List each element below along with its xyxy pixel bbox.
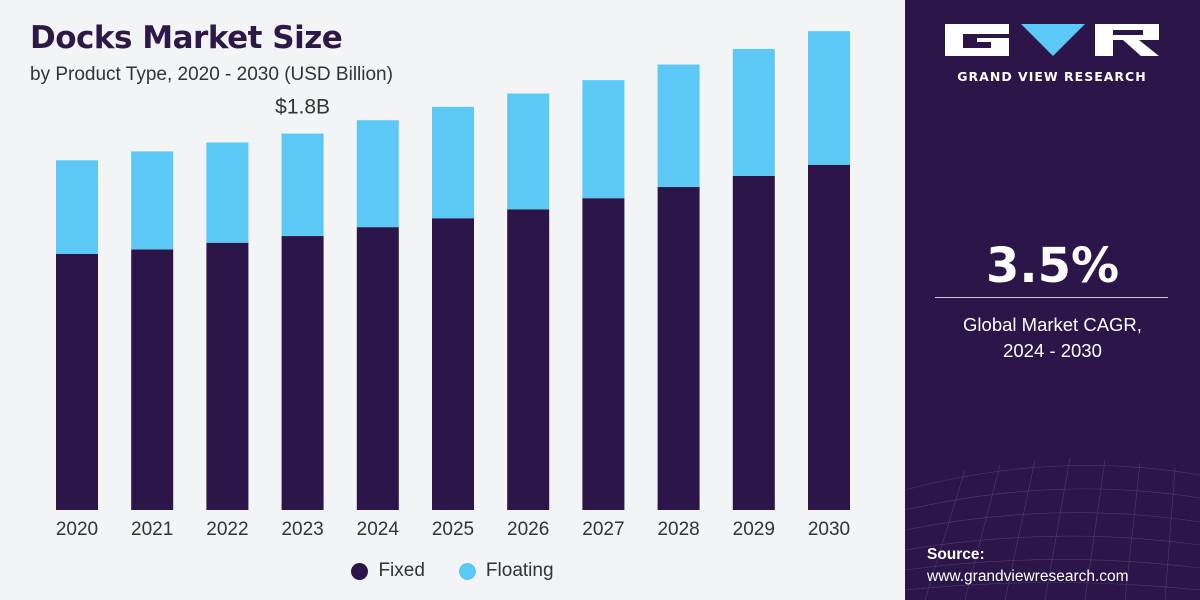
x-tick-label-2021: 2021 [131,519,173,540]
legend-item-fixed: Fixed [351,560,425,582]
bar-fixed-2021 [131,249,174,510]
x-tick-label-2027: 2027 [582,519,624,540]
bar-fixed-2020 [56,253,98,510]
x-tick-label-2030: 2030 [808,519,850,540]
bar-floating-2027 [582,80,625,199]
legend-item-floating: Floating [458,560,554,582]
bar-fixed-2026 [507,209,550,510]
chart-panel: Docks Market Size by Product Type, 2020 … [0,20,905,582]
bar-fixed-2030 [808,164,850,511]
bar-floating-2020 [56,160,98,254]
legend-label-floating: Floating [485,560,554,581]
x-tick-label-2026: 2026 [507,519,549,540]
legend-swatch-fixed [351,562,369,580]
stacked-bar-chart: 2020 2021 2022 2023 $1.8B 2024 2025 2026 2027 202… [56,31,850,540]
cagr-label-line2: 2024 - 2030 [1003,340,1102,361]
cagr-value: 3.5% [985,238,1120,294]
x-tick-label-2025: 2025 [432,519,474,540]
x-tick-label-2029: 2029 [733,519,775,540]
source-note: Source: www.grandviewresearch.com [927,544,1129,588]
bar-fixed-2028 [657,187,700,510]
bar-fixed-2023 [281,236,324,510]
logo-text: GRAND VIEW RESEARCH [957,69,1147,84]
x-tick-label-2023: 2023 [281,519,323,540]
cagr-label-line1: Global Market CAGR, [963,314,1142,335]
bar-fixed-2024 [356,227,399,511]
gvr-logo-mark [945,24,1159,56]
source-url: www.grandviewresearch.com [927,568,1129,585]
chart-subtitle: by Product Type, 2020 - 2030 (USD Billio… [30,64,393,85]
grand-view-research-logo: GRAND VIEW RESEARCH [943,22,1161,84]
bar-floating-2029 [732,48,775,176]
source-title: Source: [927,546,985,563]
data-label-2023: $1.8B [275,96,330,119]
chart-title: Docks Market Size [30,20,343,56]
x-tick-label-2022: 2022 [206,519,248,540]
legend-swatch-floating [458,562,476,580]
cagr-label: Global Market CAGR, 2024 - 2030 [905,312,1200,364]
divider [935,297,1168,298]
side-panel: GRAND VIEW RESEARCH 3.5% Global Market C… [905,0,1200,600]
bar-floating-2028 [657,64,700,188]
x-tick-label-2024: 2024 [357,519,400,540]
bar-fixed-2027 [582,198,625,510]
bar-floating-2024 [356,120,399,228]
x-tick-label-2020: 2020 [56,519,98,540]
bar-fixed-2025 [432,218,474,510]
x-tick-label-2028: 2028 [657,519,699,540]
bar-fixed-2029 [732,175,775,510]
bar-floating-2030 [808,31,850,165]
bar-floating-2023 [281,133,324,237]
bar-floating-2025 [432,106,474,219]
bar-floating-2021 [131,151,174,250]
chart-legend: Fixed Floating [0,560,905,582]
bar-fixed-2022 [206,242,249,510]
legend-label-fixed: Fixed [378,560,425,581]
bar-floating-2026 [507,93,550,210]
wireframe-grid-decoration [905,457,1200,600]
bar-floating-2022 [206,142,249,243]
